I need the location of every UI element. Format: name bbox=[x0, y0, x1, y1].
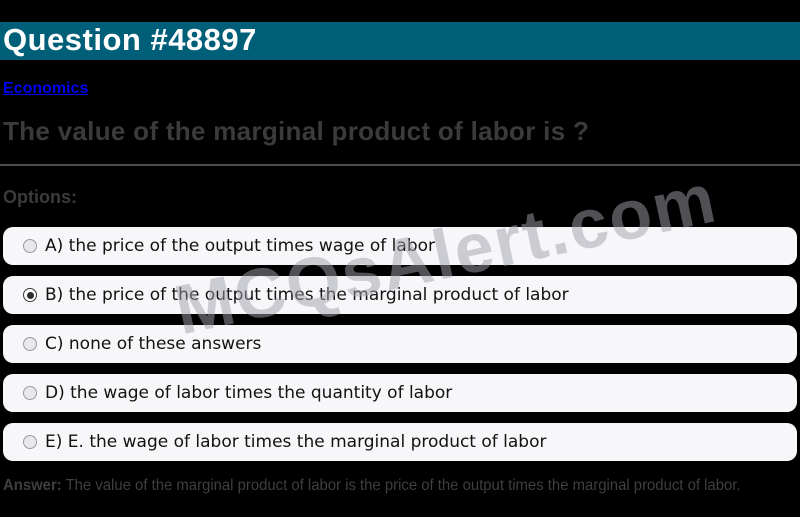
option-row-a[interactable]: A) the price of the output times wage of… bbox=[3, 227, 797, 265]
options-list: A) the price of the output times wage of… bbox=[3, 227, 797, 461]
content-area: Economics The value of the marginal prod… bbox=[0, 60, 800, 496]
option-row-b[interactable]: B) the price of the output times the mar… bbox=[3, 276, 797, 314]
option-label: B) the price of the output times the mar… bbox=[45, 285, 569, 305]
option-row-e[interactable]: E) E. the wage of labor times the margin… bbox=[3, 423, 797, 461]
options-label: Options: bbox=[3, 187, 77, 207]
question-text: The value of the marginal product of lab… bbox=[3, 116, 590, 146]
divider-line bbox=[0, 164, 800, 166]
option-label: D) the wage of labor times the quantity … bbox=[45, 383, 453, 403]
answer-text: The value of the marginal product of lab… bbox=[65, 477, 741, 494]
radio-button[interactable] bbox=[23, 288, 37, 302]
radio-button[interactable] bbox=[23, 386, 37, 400]
option-label: A) the price of the output times wage of… bbox=[45, 236, 436, 256]
radio-button[interactable] bbox=[23, 239, 37, 253]
top-strip bbox=[0, 0, 800, 22]
option-label: C) none of these answers bbox=[45, 334, 262, 354]
radio-button[interactable] bbox=[23, 435, 37, 449]
option-label: E) E. the wage of labor times the margin… bbox=[45, 432, 547, 452]
category-link[interactable]: Economics bbox=[3, 80, 89, 97]
option-row-d[interactable]: D) the wage of labor times the quantity … bbox=[3, 374, 797, 412]
question-number-title: Question #48897 bbox=[3, 22, 257, 57]
answer-block: Answer: The value of the marginal produc… bbox=[3, 475, 800, 496]
radio-button[interactable] bbox=[23, 337, 37, 351]
answer-label: Answer: bbox=[3, 477, 62, 494]
question-header-bar: Question #48897 bbox=[0, 22, 800, 60]
option-row-c[interactable]: C) none of these answers bbox=[3, 325, 797, 363]
